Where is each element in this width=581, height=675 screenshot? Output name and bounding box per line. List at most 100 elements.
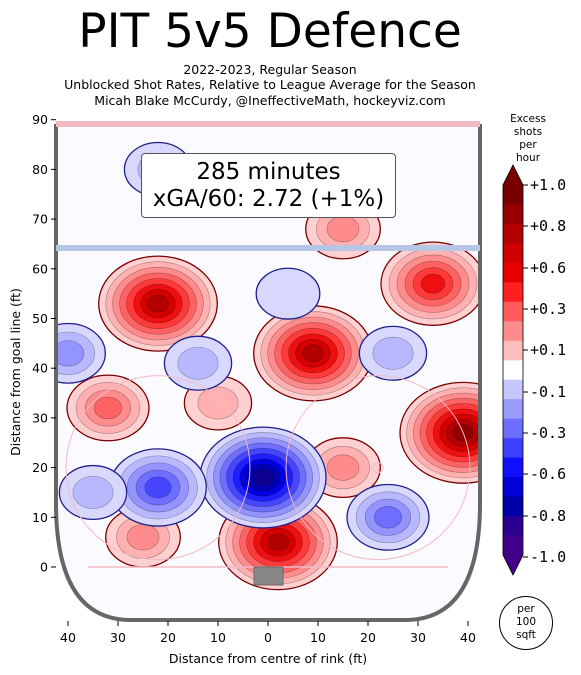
minutes-label: 285 minutes [196, 159, 341, 185]
contour-ring [144, 476, 172, 499]
colorbar-title-line1: Excess [510, 113, 546, 125]
y-tick-label: 60 [32, 261, 48, 276]
colorbar-segment [503, 321, 523, 342]
faceoff-dot [372, 462, 384, 474]
x-tick-label: 40 [60, 630, 76, 645]
colorbar-tick-label: +0.8 [530, 217, 566, 235]
colorbar-title-line2: shots [513, 126, 543, 138]
contour-ring [72, 476, 114, 509]
heat-blob [98, 255, 218, 352]
x-tick-label: 30 [410, 630, 426, 645]
colorbar-tick-label: -0.3 [530, 424, 566, 442]
y-tick-label: 10 [32, 510, 48, 525]
colorbar-segment [503, 399, 523, 420]
heat-blob [255, 267, 321, 320]
rink-markings [54, 121, 482, 622]
colorbar-segment [503, 477, 523, 498]
boards [54, 124, 482, 622]
contour-ring [302, 344, 324, 362]
colorbar-segment [503, 457, 523, 478]
heat-blob [346, 483, 430, 551]
badge-line3: sqft [516, 629, 536, 641]
heat-blob [253, 305, 373, 402]
contour-ring [252, 469, 274, 486]
colorbar-tick-label: -0.6 [530, 465, 566, 483]
heat-blob [380, 241, 480, 326]
chart-subtitle-description: Unblocked Shot Rates, Relative to League… [64, 77, 476, 92]
y-tick-label: 40 [32, 361, 48, 376]
colorbar-segment [503, 243, 523, 264]
x-tick-label: 20 [360, 630, 376, 645]
contour-ring [126, 524, 160, 551]
heatmap-layer [56, 141, 480, 591]
colorbar-segment [503, 418, 523, 439]
colorbar-tick-label: +1.0 [530, 176, 566, 194]
faceoff-circle-right [285, 375, 471, 561]
x-tick-label: 0 [264, 630, 272, 645]
colorbar-segment [503, 496, 523, 517]
heat-blob [358, 325, 428, 381]
chart-subtitle-season: 2022-2023, Regular Season [183, 62, 357, 77]
colorbar-tick-label: +0.3 [530, 300, 566, 318]
contour-ring [255, 267, 321, 320]
colorbar-segment [503, 223, 523, 244]
colorbar-segment [503, 185, 523, 205]
contour-ring [197, 386, 239, 420]
contour-ring [373, 506, 402, 529]
contour-ring [420, 273, 446, 294]
badge-line2: 100 [515, 616, 537, 628]
chart-title: PIT 5v5 Defence [78, 4, 462, 59]
info-box: 285 minutes xGA/60: 2.72 (+1%) [141, 153, 396, 218]
x-tick-label: 40 [460, 630, 476, 645]
colorbar-segment [503, 516, 523, 537]
y-tick-label: 90 [32, 112, 48, 127]
colorbar-segment [503, 262, 523, 283]
units-badge: per 100 sqft [499, 596, 553, 650]
blue-line [56, 245, 480, 251]
x-tick-label: 30 [110, 630, 126, 645]
colorbar-segment [503, 438, 523, 459]
xga-label: xGA/60: 2.72 (+1%) [152, 186, 385, 212]
colorbar-tick-label: -0.1 [530, 383, 566, 401]
colorbar-segment [503, 301, 523, 322]
colorbar-segment [503, 379, 523, 400]
colorbar-segment [503, 360, 523, 381]
heat-blob [56, 322, 106, 384]
colorbar-segment [503, 535, 523, 556]
badge-line1: per [517, 603, 535, 615]
contour-ring [94, 396, 123, 420]
y-tick-label: 0 [40, 560, 48, 575]
y-tick-label: 20 [32, 460, 48, 475]
x-tick-label: 10 [210, 630, 226, 645]
contour-ring [372, 336, 414, 370]
heat-blob [163, 335, 233, 391]
x-tick-label: 20 [160, 630, 176, 645]
contour-ring [326, 454, 360, 481]
contour-ring [147, 294, 169, 313]
colorbar-tick-label: -1.0 [530, 548, 566, 566]
x-tick-label: 10 [310, 630, 326, 645]
faceoff-circle-left [65, 375, 251, 561]
chart-subtitle-author: Micah Blake McCurdy, @IneffectiveMath, h… [94, 93, 446, 108]
colorbar: +1.0 +0.8 +0.6 +0.3 +0.1 -0.1 -0.3 -0.6 -0.8 -1.0 [502, 164, 566, 576]
colorbar-segment [503, 282, 523, 303]
colorbar-tick-label: +0.1 [530, 341, 566, 359]
y-tick-label: 50 [32, 311, 48, 326]
heat-blob [58, 464, 128, 521]
colorbar-top-arrow [503, 165, 523, 185]
colorbar-segment [503, 204, 523, 225]
axes: 0 10 20 30 40 50 60 70 80 90 40 30 20 10 0 10 20 30 40 Dist… [8, 112, 476, 666]
colorbar-tick-label: +0.6 [530, 259, 566, 277]
x-axis-label: Distance from centre of rink (ft) [169, 651, 367, 666]
colorbar-bottom-arrow [503, 555, 523, 575]
colorbar-title-line3: per hour [515, 139, 541, 164]
contour-ring [56, 340, 85, 367]
colorbar-tick-label: -0.8 [530, 507, 566, 525]
colorbar-segment [503, 340, 523, 361]
contour-ring [177, 346, 219, 380]
contour-ring [267, 533, 289, 551]
y-tick-label: 30 [32, 410, 48, 425]
heat-blob [305, 437, 381, 499]
y-axis-label: Distance from goal line (ft) [8, 288, 23, 456]
